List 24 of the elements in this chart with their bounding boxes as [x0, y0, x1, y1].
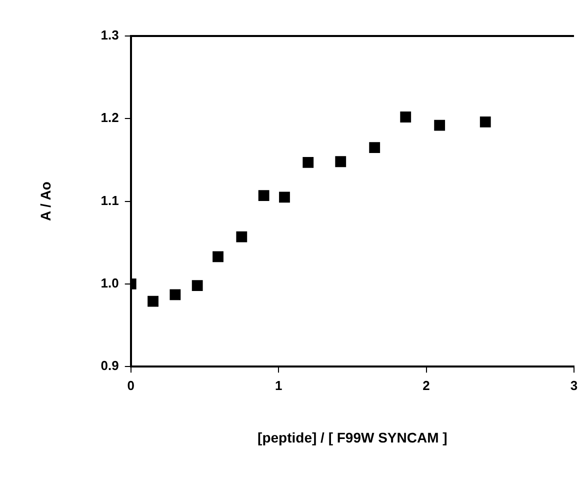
point [369, 142, 380, 154]
y-tick-label: 1.1 [100, 192, 119, 208]
y-tick-label: 1.0 [100, 276, 119, 291]
x-tick-label: 0 [127, 378, 134, 393]
point [279, 192, 290, 203]
x-tick-label: 3 [570, 378, 578, 393]
x-axis-title: [peptide] / [ F99W SYNCAM ] [258, 429, 448, 446]
point [434, 120, 446, 131]
point [480, 116, 491, 128]
point [192, 280, 203, 292]
y-axis-title: A / Ao [37, 182, 54, 222]
y-tick-label: 1.2 [100, 110, 119, 126]
point [335, 156, 346, 168]
point [170, 289, 181, 300]
x-tick-label: 1 [274, 378, 282, 393]
y-tick-label: 0.9 [100, 358, 119, 374]
point [212, 251, 224, 262]
point [400, 112, 412, 122]
point [148, 296, 158, 307]
point [302, 157, 314, 168]
point [236, 231, 248, 242]
y-tick-label: 1.3 [100, 28, 119, 43]
x-tick-label: 2 [422, 378, 430, 393]
point [258, 190, 270, 201]
